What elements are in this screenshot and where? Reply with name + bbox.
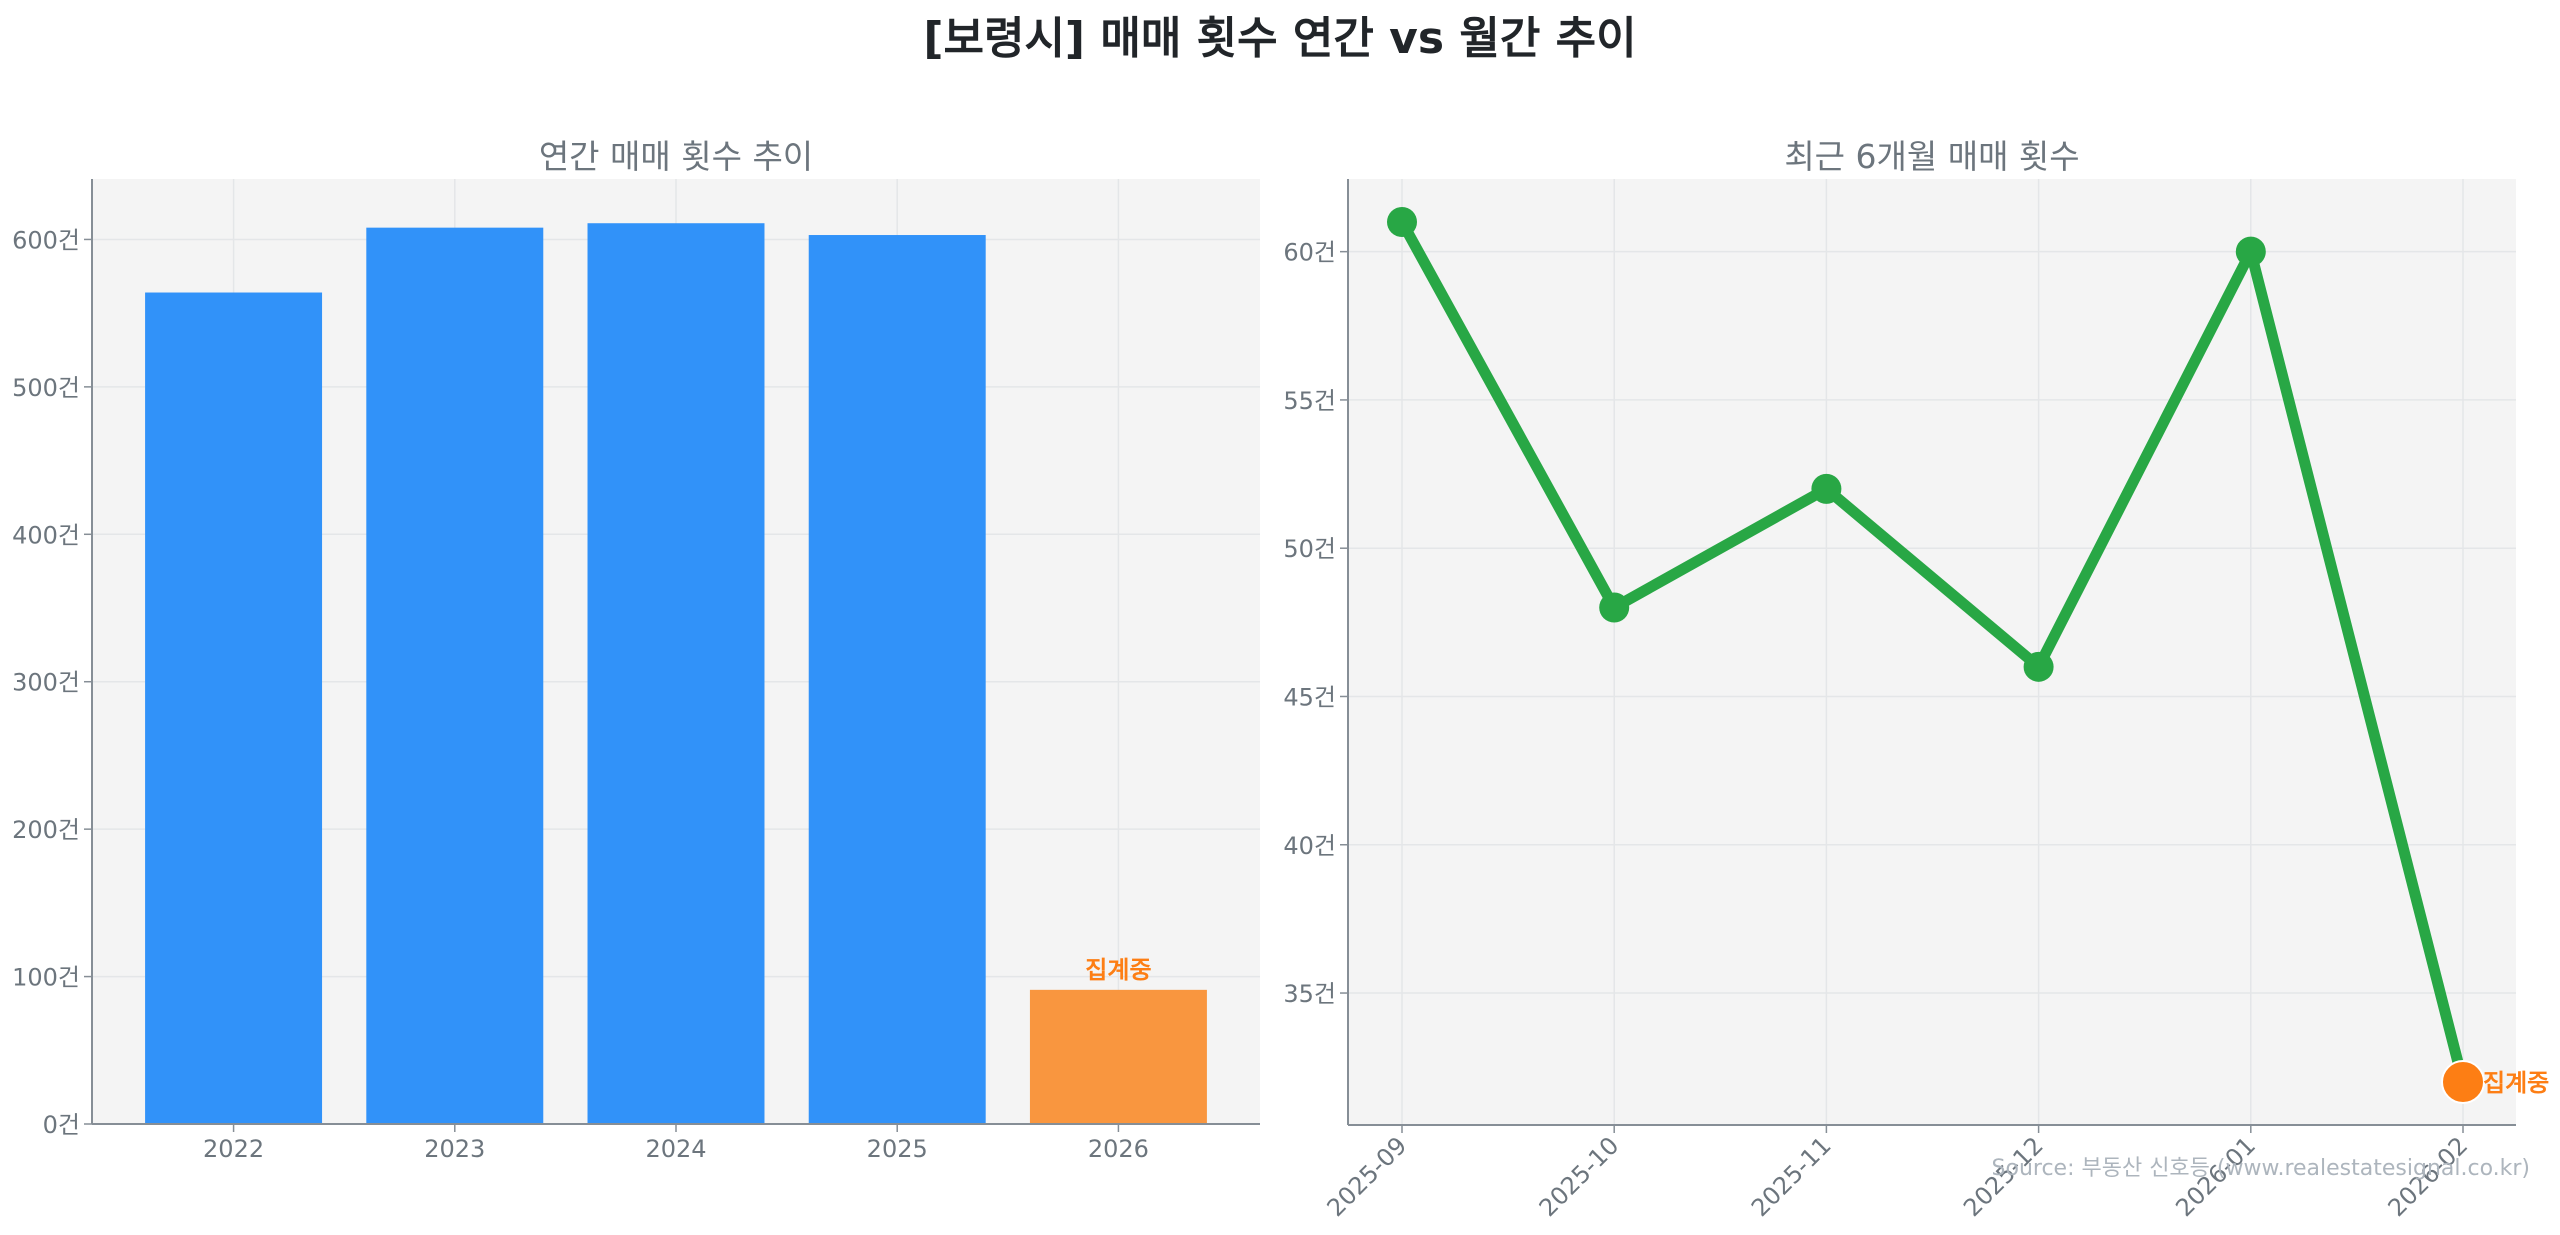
annual-chart-title: 연간 매매 횟수 추이 [538,137,814,176]
bar-2022 [145,292,323,1124]
x-tick-label: 2024 [645,1135,706,1163]
y-tick-label: 40건 [1283,832,1336,860]
y-tick-label: 300건 [12,669,80,697]
monthly-chart-title: 최근 6개월 매매 횟수 [1784,137,2080,176]
data-point [1387,207,1417,237]
y-tick-label: 55건 [1283,387,1336,415]
bar-2025 [808,235,986,1124]
y-tick-label: 600건 [12,226,80,254]
x-tick-label: 2026 [1088,1135,1149,1163]
y-tick-label: 500건 [12,374,80,402]
x-tick-label: 2025-10 [1534,1131,1625,1222]
bar-partial-2026 [1029,989,1207,1124]
x-tick-label: 2022 [203,1135,264,1163]
data-point [2023,651,2054,682]
bar-2024 [587,223,765,1124]
y-tick-label: 60건 [1283,239,1336,267]
y-tick-label: 45건 [1283,683,1336,711]
y-tick-label: 100건 [12,964,80,992]
figure-title: [보령시] 매매 횟수 연간 vs 월간 추이 [923,13,1637,64]
y-tick-label: 50건 [1283,535,1336,563]
plot-background [1348,179,2516,1125]
y-tick-label: 0건 [43,1111,80,1139]
x-tick-label: 2025-09 [1322,1131,1413,1222]
data-point-partial [2441,1060,2485,1104]
y-tick-label: 35건 [1283,980,1336,1008]
y-tick-label: 400건 [12,521,80,549]
data-point [1599,592,1630,623]
source-credit: Source: 부동산 신호등 (www.realestatesignal.co… [1992,1156,2530,1181]
x-tick-label: 2023 [424,1135,485,1163]
bar-2023 [366,227,544,1125]
data-point [1811,473,1842,504]
partial-annotation: 집계중 [2483,1069,2549,1097]
trend-line [1396,216,2469,1088]
x-tick-label: 2025 [867,1135,928,1163]
partial-annotation: 집계중 [1085,956,1151,984]
data-point [2235,236,2266,267]
y-tick-label: 200건 [12,816,80,844]
x-tick-label: 2025-11 [1746,1131,1837,1222]
